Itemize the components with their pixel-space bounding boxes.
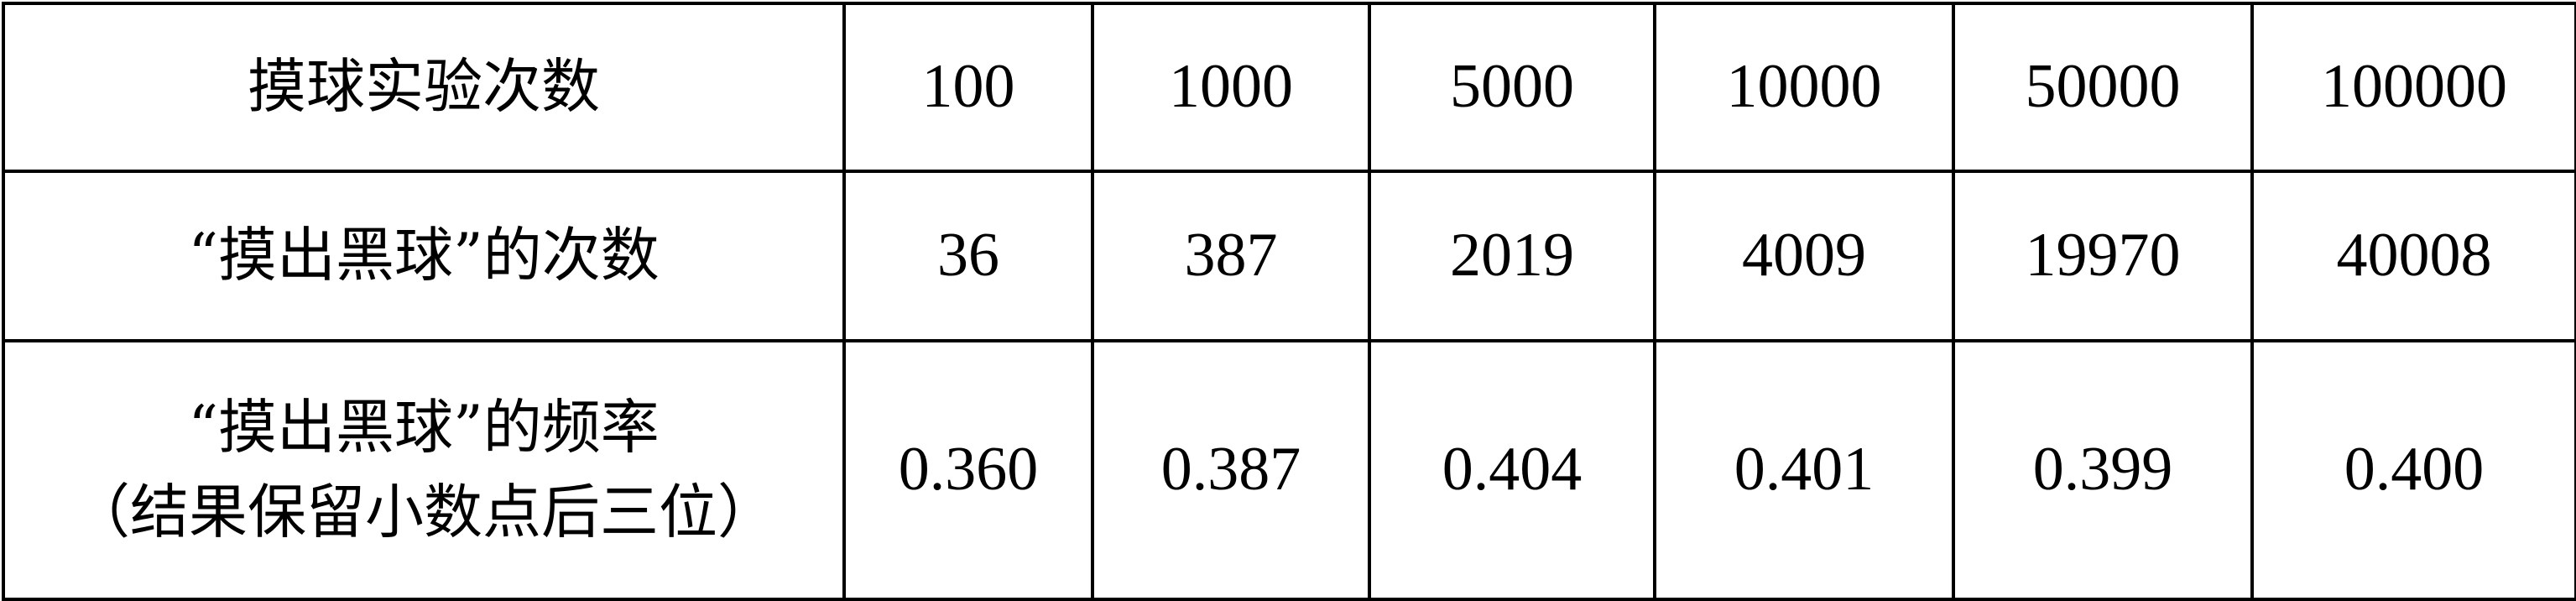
row-header-line: “摸出黑球”的次数: [188, 221, 660, 290]
row-header-trials: 摸球实验次数: [2, 2, 846, 173]
cell-trials-2: 1000: [1091, 2, 1371, 173]
cell-count-4: 4009: [1653, 170, 1955, 342]
cell-count-3: 2019: [1368, 170, 1656, 342]
cell-freq-2: 0.387: [1091, 339, 1371, 601]
row-header-black-frequency: “摸出黑球”的频率 （结果保留小数点后三位）: [2, 339, 846, 601]
cell-trials-3: 5000: [1368, 2, 1656, 173]
cell-freq-1: 0.360: [842, 339, 1094, 601]
cell-freq-3: 0.404: [1368, 339, 1656, 601]
cell-count-2: 387: [1091, 170, 1371, 342]
cell-count-1: 36: [842, 170, 1094, 342]
cell-trials-4: 10000: [1653, 2, 1955, 173]
row-black-frequency: “摸出黑球”的频率 （结果保留小数点后三位） 0.360 0.387 0.404…: [2, 339, 2576, 601]
cell-freq-4: 0.401: [1653, 339, 1955, 601]
row-header-line: “摸出黑球”的频率: [188, 392, 660, 462]
cell-freq-5: 0.399: [1952, 339, 2254, 601]
cell-trials-1: 100: [842, 2, 1094, 173]
cell-count-5: 19970: [1952, 170, 2254, 342]
cell-trials-5: 50000: [1952, 2, 2254, 173]
cell-count-6: 40008: [2250, 170, 2576, 342]
row-header-line: 摸球实验次数: [248, 52, 600, 122]
row-trials: 摸球实验次数 100 1000 5000 10000 50000 100000: [2, 2, 2576, 173]
row-header-black-count: “摸出黑球”的次数: [2, 170, 846, 342]
cell-freq-6: 0.400: [2250, 339, 2576, 601]
row-header-note: （结果保留小数点后三位）: [71, 478, 776, 546]
cell-trials-6: 100000: [2250, 2, 2576, 173]
row-black-count: “摸出黑球”的次数 36 387 2019 4009 19970 40008: [2, 170, 2576, 342]
